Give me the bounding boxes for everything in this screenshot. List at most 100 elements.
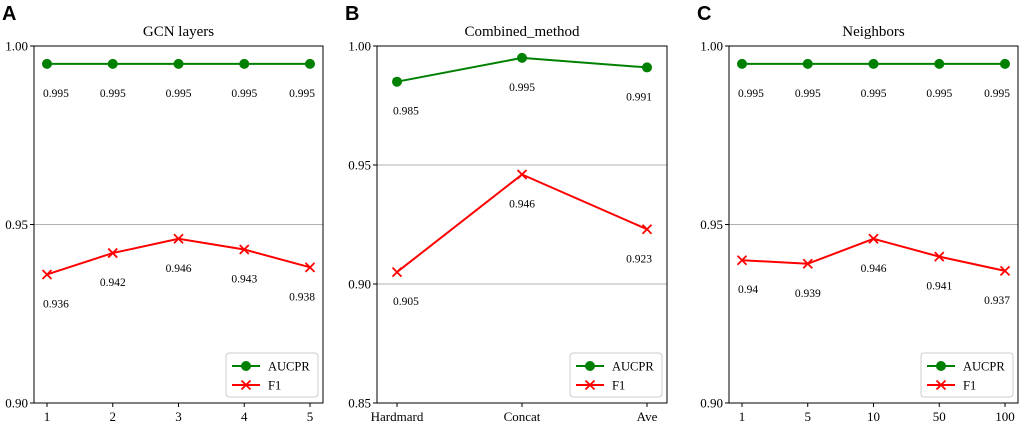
data-point bbox=[1000, 58, 1010, 69]
y-tick-label: 1.00 bbox=[5, 39, 28, 54]
data-point bbox=[391, 266, 403, 278]
x-marker-stroke bbox=[999, 265, 1011, 277]
panel-letter: C bbox=[697, 3, 711, 25]
chart-title: Neighbors bbox=[842, 24, 905, 40]
x-marker-stroke bbox=[802, 258, 813, 269]
data-point bbox=[305, 58, 315, 69]
y-tick-label: 0.90 bbox=[700, 396, 723, 411]
legend-marker bbox=[935, 379, 947, 391]
y-tick-label: 0.95 bbox=[348, 158, 371, 173]
data-point bbox=[239, 244, 250, 255]
y-tick-label: 0.90 bbox=[348, 277, 371, 292]
data-point bbox=[517, 52, 527, 63]
data-point bbox=[107, 58, 118, 69]
legend-label: AUCPR bbox=[268, 360, 310, 374]
x-tick-label: Hardmard bbox=[371, 409, 424, 424]
x-tick-label: 3 bbox=[175, 409, 182, 424]
data-label: 0.995 bbox=[100, 88, 126, 100]
data-label: 0.936 bbox=[43, 298, 69, 310]
plot-frame bbox=[728, 45, 1019, 404]
y-tick-label: 0.95 bbox=[5, 217, 28, 232]
y-tick-label: 1.00 bbox=[348, 39, 371, 54]
x-tick-label: 100 bbox=[995, 409, 1015, 424]
data-point bbox=[736, 255, 748, 266]
x-tick-label: 2 bbox=[110, 409, 117, 424]
x-tick-label: 5 bbox=[307, 409, 314, 424]
x-marker-stroke bbox=[391, 266, 403, 278]
data-point bbox=[107, 247, 118, 259]
legend-marker bbox=[241, 361, 251, 371]
data-point bbox=[42, 58, 52, 69]
legend: AUCPR F1 bbox=[225, 352, 319, 398]
data-label: 0.942 bbox=[100, 277, 126, 289]
data-label: 0.946 bbox=[166, 263, 192, 275]
legend-label: F1 bbox=[268, 379, 281, 393]
x-tick-label: 10 bbox=[867, 409, 880, 424]
data-label: 0.94 bbox=[738, 284, 758, 296]
data-point bbox=[868, 58, 879, 69]
data-label: 0.946 bbox=[861, 263, 887, 275]
data-label: 0.946 bbox=[509, 199, 535, 211]
y-tick-label: 1.00 bbox=[700, 39, 723, 54]
data-label: 0.995 bbox=[231, 88, 257, 100]
data-point bbox=[642, 62, 652, 73]
data-label: 0.995 bbox=[926, 88, 952, 100]
x-marker-stroke bbox=[516, 169, 528, 180]
data-label: 0.995 bbox=[166, 88, 192, 100]
data-point bbox=[934, 58, 945, 69]
data-label: 0.985 bbox=[393, 106, 419, 118]
data-point bbox=[737, 58, 747, 69]
y-tick-label: 0.95 bbox=[700, 217, 723, 232]
data-point bbox=[868, 233, 879, 244]
x-marker-stroke bbox=[239, 244, 250, 255]
data-label: 0.941 bbox=[926, 281, 952, 293]
x-marker-stroke bbox=[107, 247, 118, 259]
data-point bbox=[802, 258, 813, 269]
x-marker-stroke bbox=[868, 233, 879, 244]
data-point bbox=[239, 58, 250, 69]
data-point bbox=[304, 262, 316, 273]
data-label: 0.943 bbox=[231, 273, 257, 285]
panel-c: C Neighbors 0.90 0.95 1.00 1 5 10 50 100 0.995 0.99… bbox=[697, 3, 1019, 424]
data-label: 0.995 bbox=[509, 82, 535, 94]
x-marker-stroke bbox=[736, 255, 748, 266]
x-tick-label: Ave bbox=[637, 409, 658, 424]
series-line-f1 bbox=[396, 173, 648, 273]
data-label: 0.939 bbox=[795, 288, 821, 300]
x-tick-label: Concat bbox=[504, 409, 541, 424]
data-label: 0.937 bbox=[984, 295, 1010, 307]
x-marker-stroke bbox=[41, 269, 53, 280]
data-point bbox=[641, 224, 653, 235]
data-label: 0.995 bbox=[984, 88, 1010, 100]
data-point bbox=[173, 233, 184, 244]
y-tick-label: 0.85 bbox=[348, 396, 371, 411]
data-label: 0.905 bbox=[393, 296, 419, 308]
data-label: 0.991 bbox=[626, 91, 652, 103]
x-marker-stroke bbox=[641, 224, 653, 235]
legend: AUCPR F1 bbox=[920, 352, 1014, 398]
x-marker-stroke bbox=[934, 251, 945, 262]
panel-letter: B bbox=[345, 3, 359, 25]
data-point bbox=[392, 76, 402, 87]
legend-marker bbox=[240, 379, 252, 391]
data-label: 0.938 bbox=[289, 291, 315, 303]
legend-marker bbox=[585, 361, 595, 371]
data-label: 0.995 bbox=[738, 88, 764, 100]
data-label: 0.995 bbox=[43, 88, 69, 100]
plot-frame bbox=[376, 45, 668, 404]
x-tick-label: 1 bbox=[739, 409, 746, 424]
data-label: 0.995 bbox=[861, 88, 887, 100]
x-tick-label: 50 bbox=[933, 409, 946, 424]
plot-frame bbox=[33, 45, 324, 404]
data-point bbox=[173, 58, 184, 69]
x-marker-stroke bbox=[304, 262, 316, 273]
data-point bbox=[999, 265, 1011, 277]
legend-label: F1 bbox=[963, 379, 976, 393]
data-label: 0.923 bbox=[626, 253, 652, 265]
panel-letter: A bbox=[2, 3, 16, 25]
data-point bbox=[802, 58, 813, 69]
legend: AUCPR F1 bbox=[569, 352, 663, 398]
x-tick-label: 1 bbox=[44, 409, 51, 424]
chart-title: Combined_method bbox=[465, 24, 580, 40]
